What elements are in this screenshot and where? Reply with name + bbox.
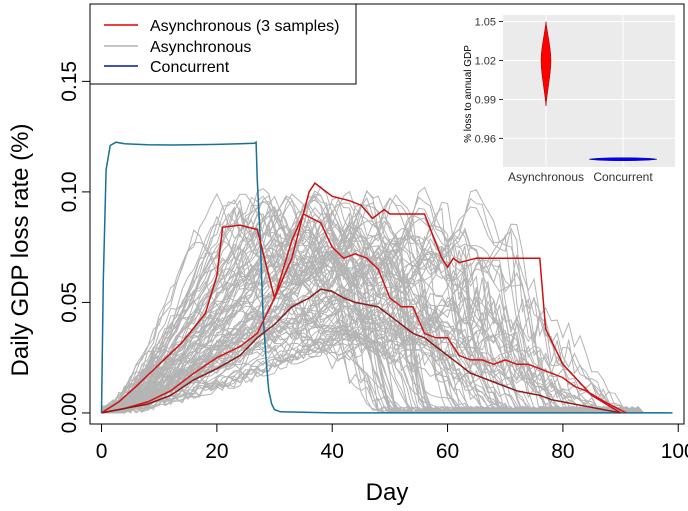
asynchronous-line	[101, 196, 667, 414]
inset-y-axis-label: % loss to annual GDP	[463, 45, 474, 143]
legend-box	[89, 3, 357, 85]
asynchronous-sample-3-line	[101, 288, 621, 414]
inset-y-tick-label: 1.02	[475, 55, 496, 67]
inset-violin-plot: 0.96 0.99 1.02 1.05 Asynchronous Concurrent…	[462, 12, 680, 184]
y-tick-label: 0.15	[58, 61, 81, 102]
x-tick-label: 100	[661, 440, 688, 463]
concurrent-line	[100, 140, 673, 414]
asynchronous-sample-1-line	[101, 182, 621, 414]
y-axis-label: Daily GDP loss rate (%)	[7, 124, 34, 377]
asynchronous-line	[101, 292, 667, 414]
legend-label-concurrent: Concurrent	[150, 59, 230, 76]
inset-x-tick-label-concurrent: Concurrent	[593, 170, 653, 184]
x-tick-label: 60	[436, 440, 459, 463]
y-axis: 0.00 0.05 0.10 0.15	[58, 61, 91, 434]
inset-y-axis: 0.96 0.99 1.02 1.05	[475, 16, 503, 145]
x-axis: 0 20 40 60 80 100	[96, 423, 688, 463]
inset-y-tick-label: 0.96	[475, 133, 496, 145]
inset-y-tick-label: 0.99	[475, 94, 496, 106]
asynchronous-ensemble	[101, 185, 667, 414]
y-tick-label: 0.05	[58, 282, 81, 323]
inset-panel	[503, 15, 675, 167]
violin-concurrent	[588, 157, 658, 161]
y-tick-label: 0.00	[58, 393, 81, 434]
asynchronous-line	[101, 259, 667, 414]
legend-label-async-samples: Asynchronous (3 samples)	[150, 18, 339, 35]
inset-y-tick-label: 1.05	[475, 16, 496, 28]
asynchronous-line	[101, 190, 667, 414]
x-tick-label: 20	[205, 440, 228, 463]
legend: Asynchronous (3 samples) Asynchronous Co…	[89, 3, 357, 85]
inset-x-tick-label-asynchronous: Asynchronous	[508, 170, 584, 184]
asynchronous-line	[101, 227, 667, 414]
x-tick-label: 0	[96, 440, 108, 463]
x-tick-label: 80	[551, 440, 574, 463]
inset-violins	[540, 21, 658, 161]
x-tick-label: 40	[321, 440, 344, 463]
violin-asynchronous	[540, 21, 552, 106]
legend-label-async: Asynchronous	[150, 39, 251, 56]
y-tick-label: 0.10	[58, 171, 81, 212]
x-axis-label: Day	[366, 479, 409, 506]
asynchronous-line	[101, 292, 667, 414]
main-plot: 0 20 40 60 80 100 0.00 0.05 0.10 0.15 Day Daily …	[7, 3, 688, 506]
asynchronous-sample-2-line	[101, 212, 627, 414]
asynchronous-line	[101, 312, 667, 414]
series-lines	[100, 140, 673, 414]
